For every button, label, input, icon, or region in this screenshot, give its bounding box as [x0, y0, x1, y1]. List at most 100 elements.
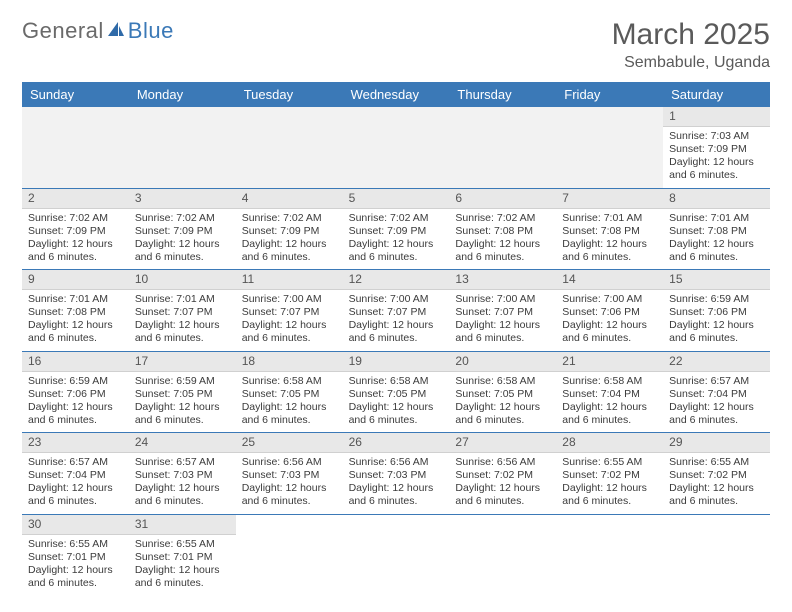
- calendar-cell: 26Sunrise: 6:56 AMSunset: 7:03 PMDayligh…: [343, 433, 450, 515]
- sunset-line: Sunset: 7:03 PM: [135, 469, 230, 482]
- daylight-line: Daylight: 12 hours and 6 minutes.: [242, 401, 337, 427]
- sunrise-line: Sunrise: 6:55 AM: [135, 538, 230, 551]
- calendar-cell-blank: [343, 107, 450, 189]
- calendar-cell: 13Sunrise: 7:00 AMSunset: 7:07 PMDayligh…: [449, 270, 556, 352]
- day-number: 13: [449, 270, 556, 290]
- sunset-line: Sunset: 7:08 PM: [669, 225, 764, 238]
- sunset-line: Sunset: 7:08 PM: [562, 225, 657, 238]
- sunset-line: Sunset: 7:05 PM: [455, 388, 550, 401]
- calendar-cell: 10Sunrise: 7:01 AMSunset: 7:07 PMDayligh…: [129, 270, 236, 352]
- day-number: 30: [22, 515, 129, 535]
- sunset-line: Sunset: 7:05 PM: [349, 388, 444, 401]
- sunset-line: Sunset: 7:01 PM: [28, 551, 123, 564]
- calendar-cell: 12Sunrise: 7:00 AMSunset: 7:07 PMDayligh…: [343, 270, 450, 352]
- sunrise-line: Sunrise: 7:03 AM: [669, 130, 764, 143]
- calendar-cell: 21Sunrise: 6:58 AMSunset: 7:04 PMDayligh…: [556, 352, 663, 434]
- calendar-cell-blank: [129, 107, 236, 189]
- daylight-line: Daylight: 12 hours and 6 minutes.: [455, 482, 550, 508]
- daylight-line: Daylight: 12 hours and 6 minutes.: [135, 238, 230, 264]
- sunset-line: Sunset: 7:04 PM: [28, 469, 123, 482]
- day-number: 29: [663, 433, 770, 453]
- sunrise-line: Sunrise: 7:02 AM: [349, 212, 444, 225]
- daylight-line: Daylight: 12 hours and 6 minutes.: [455, 238, 550, 264]
- day-number: 12: [343, 270, 450, 290]
- calendar-cell: 19Sunrise: 6:58 AMSunset: 7:05 PMDayligh…: [343, 352, 450, 434]
- day-info: Sunrise: 7:02 AMSunset: 7:09 PMDaylight:…: [236, 209, 343, 270]
- calendar-cell-blank: [343, 515, 450, 596]
- sunset-line: Sunset: 7:02 PM: [455, 469, 550, 482]
- day-info: Sunrise: 6:56 AMSunset: 7:02 PMDaylight:…: [449, 453, 556, 514]
- day-number: 8: [663, 189, 770, 209]
- day-info: Sunrise: 7:00 AMSunset: 7:07 PMDaylight:…: [449, 290, 556, 351]
- sunset-line: Sunset: 7:04 PM: [669, 388, 764, 401]
- daylight-line: Daylight: 12 hours and 6 minutes.: [562, 238, 657, 264]
- sunset-line: Sunset: 7:06 PM: [28, 388, 123, 401]
- daylight-line: Daylight: 12 hours and 6 minutes.: [28, 401, 123, 427]
- sunrise-line: Sunrise: 6:58 AM: [242, 375, 337, 388]
- day-number: 31: [129, 515, 236, 535]
- day-info: Sunrise: 6:55 AMSunset: 7:02 PMDaylight:…: [663, 453, 770, 514]
- day-number: 18: [236, 352, 343, 372]
- day-info: Sunrise: 6:58 AMSunset: 7:05 PMDaylight:…: [236, 372, 343, 433]
- daylight-line: Daylight: 12 hours and 6 minutes.: [135, 564, 230, 590]
- day-info: Sunrise: 6:56 AMSunset: 7:03 PMDaylight:…: [343, 453, 450, 514]
- calendar-cell-blank: [449, 107, 556, 189]
- sunset-line: Sunset: 7:09 PM: [135, 225, 230, 238]
- day-info: Sunrise: 7:01 AMSunset: 7:08 PMDaylight:…: [663, 209, 770, 270]
- day-number: 11: [236, 270, 343, 290]
- sunset-line: Sunset: 7:07 PM: [349, 306, 444, 319]
- sunrise-line: Sunrise: 6:56 AM: [242, 456, 337, 469]
- sunrise-line: Sunrise: 7:00 AM: [349, 293, 444, 306]
- sunrise-line: Sunrise: 7:01 AM: [28, 293, 123, 306]
- sunrise-line: Sunrise: 7:00 AM: [455, 293, 550, 306]
- sunset-line: Sunset: 7:02 PM: [562, 469, 657, 482]
- day-info: Sunrise: 6:55 AMSunset: 7:01 PMDaylight:…: [22, 535, 129, 596]
- sunset-line: Sunset: 7:06 PM: [562, 306, 657, 319]
- day-info: Sunrise: 7:01 AMSunset: 7:08 PMDaylight:…: [22, 290, 129, 351]
- day-number: 14: [556, 270, 663, 290]
- calendar-cell-blank: [22, 107, 129, 189]
- logo: General Blue: [22, 18, 174, 44]
- sunrise-line: Sunrise: 6:57 AM: [135, 456, 230, 469]
- day-info: Sunrise: 7:00 AMSunset: 7:07 PMDaylight:…: [236, 290, 343, 351]
- calendar-header-cell: Tuesday: [236, 82, 343, 107]
- day-number: 17: [129, 352, 236, 372]
- daylight-line: Daylight: 12 hours and 6 minutes.: [349, 238, 444, 264]
- sunset-line: Sunset: 7:05 PM: [135, 388, 230, 401]
- day-info: Sunrise: 6:57 AMSunset: 7:04 PMDaylight:…: [22, 453, 129, 514]
- day-number: 6: [449, 189, 556, 209]
- calendar-cell: 8Sunrise: 7:01 AMSunset: 7:08 PMDaylight…: [663, 189, 770, 271]
- sunrise-line: Sunrise: 6:58 AM: [349, 375, 444, 388]
- daylight-line: Daylight: 12 hours and 6 minutes.: [562, 401, 657, 427]
- sunrise-line: Sunrise: 6:58 AM: [455, 375, 550, 388]
- daylight-line: Daylight: 12 hours and 6 minutes.: [669, 156, 764, 182]
- calendar-header-cell: Sunday: [22, 82, 129, 107]
- sunrise-line: Sunrise: 6:55 AM: [669, 456, 764, 469]
- day-info: Sunrise: 7:02 AMSunset: 7:08 PMDaylight:…: [449, 209, 556, 270]
- calendar-grid: 1Sunrise: 7:03 AMSunset: 7:09 PMDaylight…: [22, 107, 770, 595]
- calendar-cell: 28Sunrise: 6:55 AMSunset: 7:02 PMDayligh…: [556, 433, 663, 515]
- day-number: 20: [449, 352, 556, 372]
- day-info: Sunrise: 6:55 AMSunset: 7:01 PMDaylight:…: [129, 535, 236, 596]
- page-title: March 2025: [612, 18, 770, 52]
- calendar-cell: 14Sunrise: 7:00 AMSunset: 7:06 PMDayligh…: [556, 270, 663, 352]
- daylight-line: Daylight: 12 hours and 6 minutes.: [28, 238, 123, 264]
- daylight-line: Daylight: 12 hours and 6 minutes.: [28, 482, 123, 508]
- calendar-cell: 20Sunrise: 6:58 AMSunset: 7:05 PMDayligh…: [449, 352, 556, 434]
- calendar-cell: 7Sunrise: 7:01 AMSunset: 7:08 PMDaylight…: [556, 189, 663, 271]
- sunrise-line: Sunrise: 7:01 AM: [562, 212, 657, 225]
- calendar-cell-blank: [663, 515, 770, 596]
- sunset-line: Sunset: 7:09 PM: [28, 225, 123, 238]
- sunset-line: Sunset: 7:07 PM: [242, 306, 337, 319]
- header: General Blue March 2025 Sembabule, Ugand…: [22, 18, 770, 72]
- sunrise-line: Sunrise: 6:56 AM: [455, 456, 550, 469]
- day-number: 10: [129, 270, 236, 290]
- day-number: 23: [22, 433, 129, 453]
- sunset-line: Sunset: 7:07 PM: [135, 306, 230, 319]
- sunrise-line: Sunrise: 7:02 AM: [28, 212, 123, 225]
- daylight-line: Daylight: 12 hours and 6 minutes.: [28, 564, 123, 590]
- day-number: 15: [663, 270, 770, 290]
- day-number: 2: [22, 189, 129, 209]
- daylight-line: Daylight: 12 hours and 6 minutes.: [135, 319, 230, 345]
- calendar-cell: 24Sunrise: 6:57 AMSunset: 7:03 PMDayligh…: [129, 433, 236, 515]
